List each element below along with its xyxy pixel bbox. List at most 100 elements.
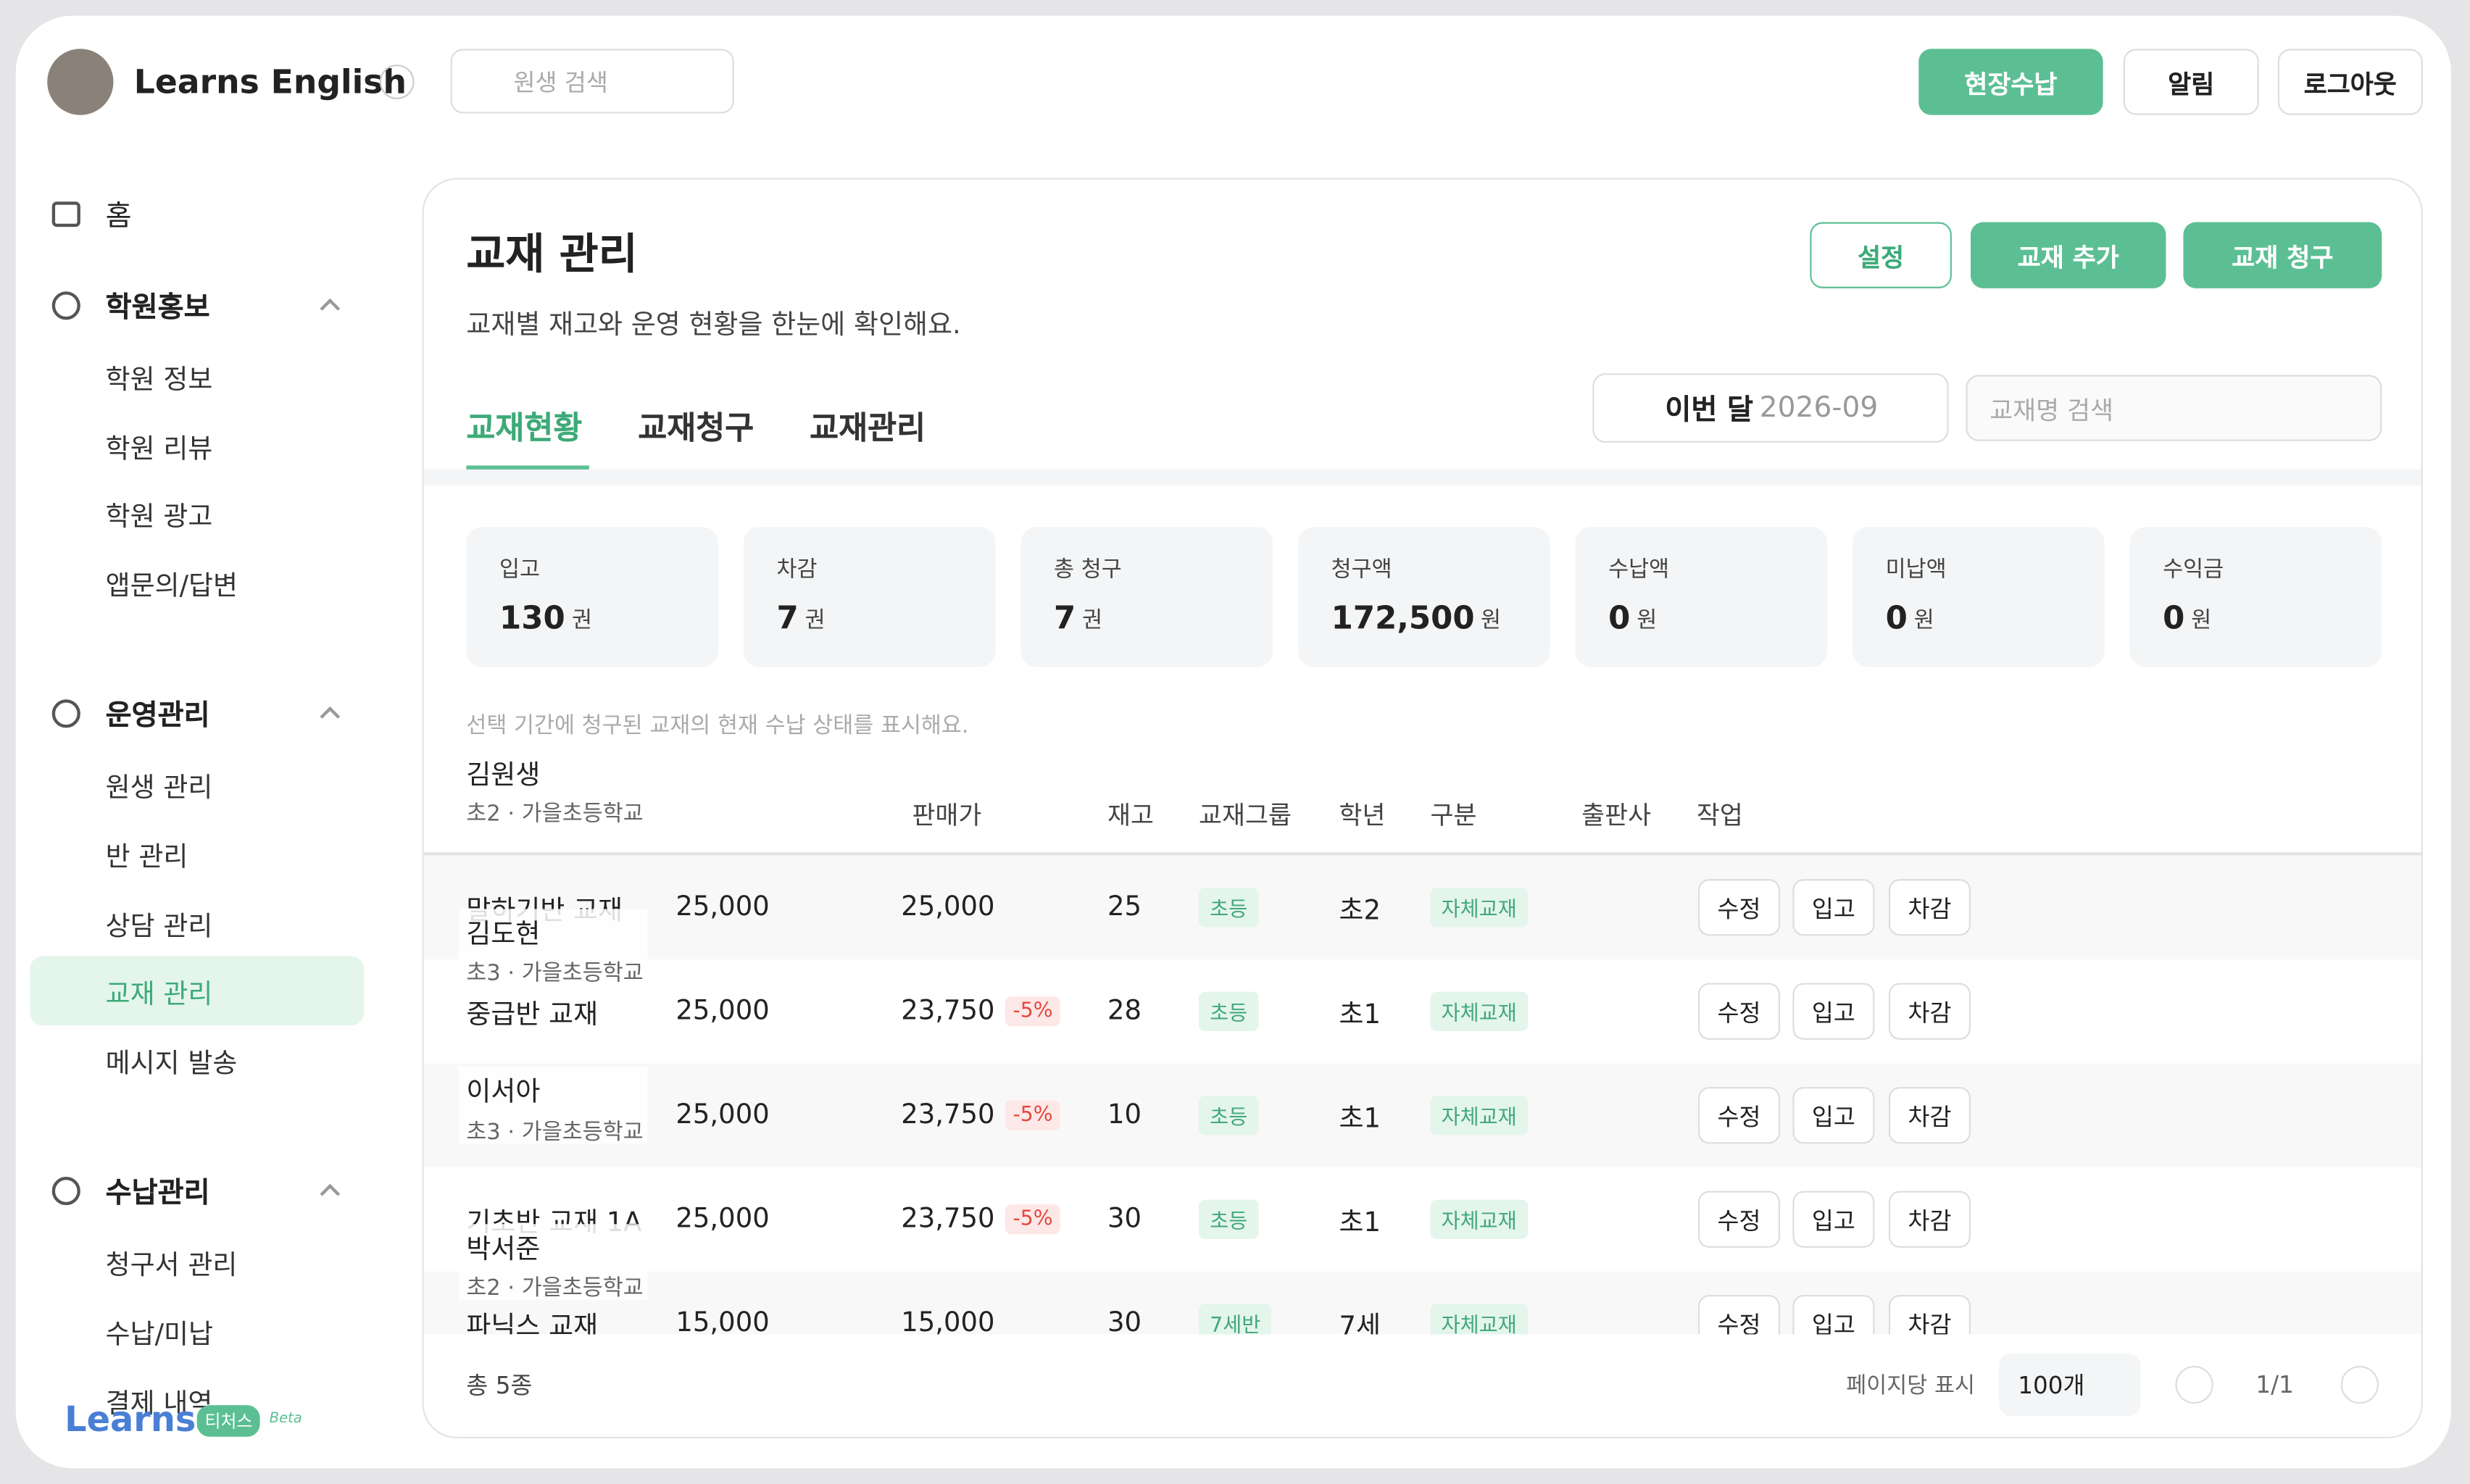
nav-item[interactable]: 교재 관리 xyxy=(105,979,213,1012)
student-name: 이서아 xyxy=(466,1076,541,1109)
cell-name: 중급반 교재 xyxy=(466,999,599,1031)
cell-discount: -5% xyxy=(1005,1100,1061,1130)
row-action[interactable]: 수정 xyxy=(1698,1087,1781,1144)
action-button[interactable]: 설정 xyxy=(1810,222,1952,288)
cell-type: 자체교재 xyxy=(1430,1199,1528,1239)
page-next[interactable] xyxy=(2340,1365,2379,1404)
stat-value: 0 xyxy=(1885,599,1908,637)
row-action[interactable]: 입고 xyxy=(1792,1191,1875,1248)
per-page-value: 100개 xyxy=(2018,1371,2085,1400)
row-action[interactable]: 차감 xyxy=(1888,1191,1971,1248)
period-value: 2026-09 xyxy=(1759,391,1879,425)
cell-sale: 23,750 xyxy=(901,1204,995,1235)
nav-active-bg xyxy=(30,956,365,1026)
brand: Learns English xyxy=(133,62,407,101)
nav-item[interactable]: 학원 광고 xyxy=(105,501,213,534)
cell-price: 25,000 xyxy=(675,1099,770,1132)
stat-card xyxy=(1853,527,2105,667)
header-button[interactable]: 로그아웃 xyxy=(2277,49,2423,115)
per-page-select[interactable] xyxy=(1999,1353,2141,1417)
nav-group-icon xyxy=(51,700,80,729)
search-box[interactable] xyxy=(1966,375,2382,441)
stat-value: 7 xyxy=(1054,599,1076,637)
row-action[interactable]: 수정 xyxy=(1698,1191,1781,1248)
cell-discount: -5% xyxy=(1005,996,1061,1027)
table-header: 교재그룹 xyxy=(1199,800,1292,830)
student-name: 박서준 xyxy=(466,1234,541,1266)
student-overlay-bg xyxy=(458,749,648,826)
nav-group-title[interactable]: 수납관리 xyxy=(105,1177,210,1211)
tab[interactable]: 교재현황 xyxy=(466,409,583,447)
header-button[interactable]: 현장수납 xyxy=(1918,49,2103,115)
nav-item[interactable]: 학원 리뷰 xyxy=(105,433,213,465)
stat-label: 청구액 xyxy=(1331,557,1392,583)
nav-group-title[interactable]: 운영관리 xyxy=(105,700,210,733)
cell-grade: 초1 xyxy=(1339,1207,1381,1239)
stat-unit: 권 xyxy=(1082,608,1103,633)
logo: Learns xyxy=(65,1401,196,1441)
nav-item[interactable]: 결제 내역 xyxy=(105,1388,213,1420)
period-filter[interactable] xyxy=(1592,373,1949,443)
row-action[interactable]: 수정 xyxy=(1698,983,1781,1040)
row-action[interactable]: 입고 xyxy=(1792,1087,1875,1144)
row-action[interactable]: 차감 xyxy=(1888,879,1971,936)
student-name: 김원생 xyxy=(466,760,541,792)
table-header: 작업 xyxy=(1696,800,1743,830)
cell-group: 초등 xyxy=(1199,1199,1259,1239)
period-label: 이번 달 xyxy=(1665,393,1753,428)
table-header: 판매가 xyxy=(912,800,982,830)
nav-item[interactable]: 원생 관리 xyxy=(105,773,213,805)
tab[interactable]: 교재관리 xyxy=(810,409,926,447)
cell-type: 자체교재 xyxy=(1430,888,1528,928)
page-prev[interactable] xyxy=(2175,1365,2213,1404)
stat-value: 0 xyxy=(1608,599,1631,637)
action-button[interactable]: 교재 추가 xyxy=(1971,222,2166,288)
action-button[interactable]: 교재 청구 xyxy=(2183,222,2382,288)
stat-card xyxy=(2129,527,2382,667)
cell-type: 자체교재 xyxy=(1430,1096,1528,1135)
search-box[interactable] xyxy=(450,49,734,114)
tab[interactable]: 교재청구 xyxy=(638,409,754,447)
cell-group: 초등 xyxy=(1199,1096,1259,1135)
nav-group-title[interactable]: 학원홍보 xyxy=(105,291,210,325)
stat-value: 0 xyxy=(2163,599,2185,637)
student-overlay-bg xyxy=(458,909,648,985)
table-header-line xyxy=(423,852,2421,856)
page-title: 교재 관리 xyxy=(466,230,638,280)
table-header: 재고 xyxy=(1107,800,1154,830)
nav-item[interactable]: 앱문의/답변 xyxy=(105,570,238,603)
nav-item[interactable]: 메시지 발송 xyxy=(105,1048,238,1080)
student-overlay-bg xyxy=(458,1066,648,1144)
cell-discount: -5% xyxy=(1005,1204,1061,1235)
search-placeholder: 원생 검색 xyxy=(513,68,608,97)
brand-dropdown[interactable] xyxy=(379,64,415,99)
nav-group-chevron xyxy=(320,298,341,319)
row-action[interactable]: 차감 xyxy=(1888,983,1971,1040)
row-bg xyxy=(423,1063,2421,1168)
cell-price: 15,000 xyxy=(675,1307,770,1339)
table-header: 출판사 xyxy=(1581,800,1652,830)
stat-unit: 원 xyxy=(2191,608,2212,633)
row-action[interactable]: 차감 xyxy=(1888,1087,1971,1144)
nav-item[interactable]: 수납/미납 xyxy=(105,1319,214,1351)
cell-sale: 25,000 xyxy=(901,891,995,924)
row-bg xyxy=(423,855,2421,960)
nav-item[interactable]: 청구서 관리 xyxy=(105,1250,238,1283)
row-action[interactable]: 수정 xyxy=(1698,879,1781,936)
row-action[interactable]: 입고 xyxy=(1792,879,1875,936)
header-button[interactable]: 알림 xyxy=(2123,49,2259,115)
student-overlay-bg xyxy=(458,1224,648,1300)
stat-value: 172,500 xyxy=(1331,599,1475,637)
row-action[interactable]: 입고 xyxy=(1792,983,1875,1040)
cell-stock: 25 xyxy=(1107,891,1142,924)
cell-stock: 10 xyxy=(1107,1099,1142,1132)
student-info: 초3 · 가을초등학교 xyxy=(466,961,644,986)
nav-item[interactable]: 반 관리 xyxy=(105,842,188,874)
nav-home[interactable]: 홈 xyxy=(105,200,132,233)
nav-group-icon xyxy=(51,1177,80,1206)
nav-item[interactable]: 상담 관리 xyxy=(105,910,213,943)
stat-label: 수납액 xyxy=(1608,557,1670,583)
nav-item[interactable]: 학원 정보 xyxy=(105,364,213,396)
